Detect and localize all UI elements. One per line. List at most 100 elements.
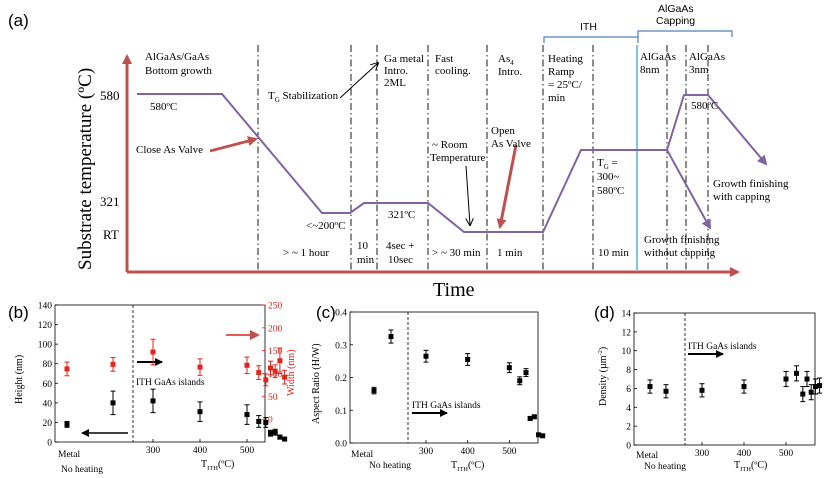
ann-gf-nocap-2: without capping — [644, 247, 716, 259]
ann-gf-cap-1: Growth finishing — [713, 178, 789, 190]
x-tick-label-c-0: 300 — [419, 447, 434, 457]
y-tick-label-b-5: 100 — [38, 341, 53, 351]
ann-fast-2: cooling. — [435, 65, 471, 77]
panel-b-label: (b) — [8, 303, 29, 322]
dur-10min-b: 10 min — [598, 247, 629, 259]
y-tick-label-b-4: 80 — [43, 360, 53, 370]
data-point-b-1-10 — [282, 374, 288, 380]
panel-a-annotations: AlGaAs/GaAs Bottom growth 580ºC Close As… — [136, 51, 789, 266]
ann-algaas8-2: 8nm — [640, 64, 660, 76]
dur-4sec-1: 4sec + — [386, 240, 415, 252]
panel-d-xlabel: TITH(ºC) — [734, 460, 767, 473]
y-tick-label-b-2: 40 — [43, 399, 53, 409]
data-point-c-0-9 — [536, 432, 541, 438]
x-tick-label-d-2: 500 — [779, 449, 794, 459]
data-point-d-0-6 — [800, 391, 806, 397]
panel-b-xcat-metal: Metal — [58, 450, 81, 460]
data-point-b-0-7 — [268, 430, 273, 436]
data-point-b-1-6 — [263, 377, 269, 383]
panel-c-no-heating: No heating — [369, 461, 411, 471]
y2-tick-label-b-0: 0 — [268, 416, 273, 426]
panel-a-ytick-321: 321 — [100, 194, 120, 209]
data-point-b-0-8 — [272, 429, 278, 435]
temperature-profile — [137, 93, 768, 233]
ann-heat-1: Heating — [548, 53, 583, 65]
data-point-d-0-10 — [817, 383, 823, 389]
panel-b-no-heating: No heating — [61, 465, 103, 475]
data-point-b-1-3 — [197, 364, 203, 370]
ann-open-2: As Valve — [491, 138, 531, 150]
panel-a-ytick-rt: RT — [103, 227, 119, 242]
y-tick-label-b-1: 20 — [43, 419, 53, 429]
y-tick-label-c-0: 0.0 — [335, 440, 347, 450]
ann-tg-3: 580ºC — [597, 185, 624, 197]
x-tick-label-d-0: 300 — [695, 449, 710, 459]
x-tick-label-b-2: 500 — [240, 446, 255, 456]
open-valve-arrow — [496, 144, 518, 229]
data-point-b-1-7 — [268, 365, 273, 371]
panel-a-label: (a) — [8, 11, 29, 30]
y-tick-label-d-0: 0 — [626, 442, 631, 452]
ann-heat-2: Ramp — [548, 66, 575, 78]
data-point-b-0-1 — [110, 400, 116, 406]
data-point-b-0-6 — [263, 419, 269, 425]
panel-d-no-heating: No heating — [644, 462, 686, 472]
ann-ga-metal-1: Ga metal — [384, 53, 424, 65]
y2-tick-label-b-1: 50 — [268, 393, 278, 403]
ann-ga-metal-3: 2ML — [384, 77, 406, 89]
panel-d-plot: 0 2 4 6 8 10 12 14 300 400 500 — [622, 310, 823, 459]
data-point-d-0-0 — [647, 384, 653, 390]
data-point-b-1-5 — [256, 370, 262, 376]
x-tick-label-c-1: 400 — [461, 447, 476, 457]
y2-tick-label-b-3: 150 — [268, 347, 283, 357]
ann-ga-metal-2: Intro. — [384, 65, 408, 77]
data-point-c-0-3 — [465, 356, 471, 362]
data-point-c-0-4 — [506, 365, 512, 371]
data-point-d-0-1 — [663, 388, 669, 394]
y-tick-label-c-3: 0.3 — [335, 341, 347, 351]
panel-d-annotation: ITH GaAs islands — [688, 342, 757, 352]
panel-b-frame — [54, 304, 266, 443]
panel-b-annotation: ITH GaAs islands — [136, 378, 205, 388]
panel-d-ylabel: Density (µm-2) — [597, 347, 609, 406]
data-point-b-0-10 — [282, 436, 288, 442]
ann-321: 321ºC — [388, 209, 415, 221]
ann-heat-3: = 25ºC/ — [548, 79, 583, 91]
y-tick-label-d-2: 4 — [626, 404, 631, 414]
data-point-b-0-0 — [64, 421, 70, 427]
ann-tg-stabilization: TG Stabilization — [268, 90, 339, 104]
capping-label-2: Capping — [656, 15, 695, 27]
data-point-b-0-9 — [277, 434, 283, 440]
y-tick-label-d-1: 2 — [626, 423, 631, 433]
y-tick-label-b-6: 120 — [38, 321, 53, 331]
x-tick-label-b-1: 400 — [193, 446, 208, 456]
data-point-b-1-1 — [110, 361, 116, 367]
data-point-d-0-2 — [699, 387, 705, 393]
ann-580b: 580ºC — [691, 100, 718, 112]
y-tick-label-c-2: 0.2 — [335, 374, 347, 384]
panel-d: (d) Density (µm-2) TITH(ºC) Metal No hea… — [594, 303, 823, 473]
ann-580: 580ºC — [150, 101, 177, 113]
y2-tick-label-b-4: 200 — [268, 324, 283, 334]
panel-a-ylabel: Substrate temperature (ºC) — [75, 68, 96, 270]
panel-b-ylabel-right: Width (nm) — [286, 349, 297, 396]
panel-b-xlabel: TITH(ºC) — [201, 459, 234, 472]
data-point-c-0-10 — [540, 433, 546, 439]
ann-open-1: Open — [491, 125, 515, 137]
panel-d-label: (d) — [594, 303, 615, 322]
panel-c-frame — [349, 311, 539, 444]
y-tick-label-d-4: 8 — [626, 366, 631, 376]
ann-tg-1: TG = — [597, 157, 618, 171]
room-temp-arrow — [465, 165, 470, 225]
y-tick-label-b-0: 0 — [47, 439, 52, 449]
panel-c: (c) Aspect Ratio (H/W) TITH(ºC) Metal No… — [311, 303, 546, 473]
x-tick-label-b-0: 300 — [146, 446, 161, 456]
panel-c-xcat-metal: Metal — [351, 450, 374, 460]
data-point-c-0-7 — [527, 415, 533, 421]
panel-c-annotation: ITH GaAs islands — [412, 401, 481, 411]
data-point-b-0-5 — [256, 418, 262, 424]
data-point-d-0-3 — [741, 384, 747, 390]
panel-b-ylabel-left: Height (nm) — [14, 355, 25, 404]
